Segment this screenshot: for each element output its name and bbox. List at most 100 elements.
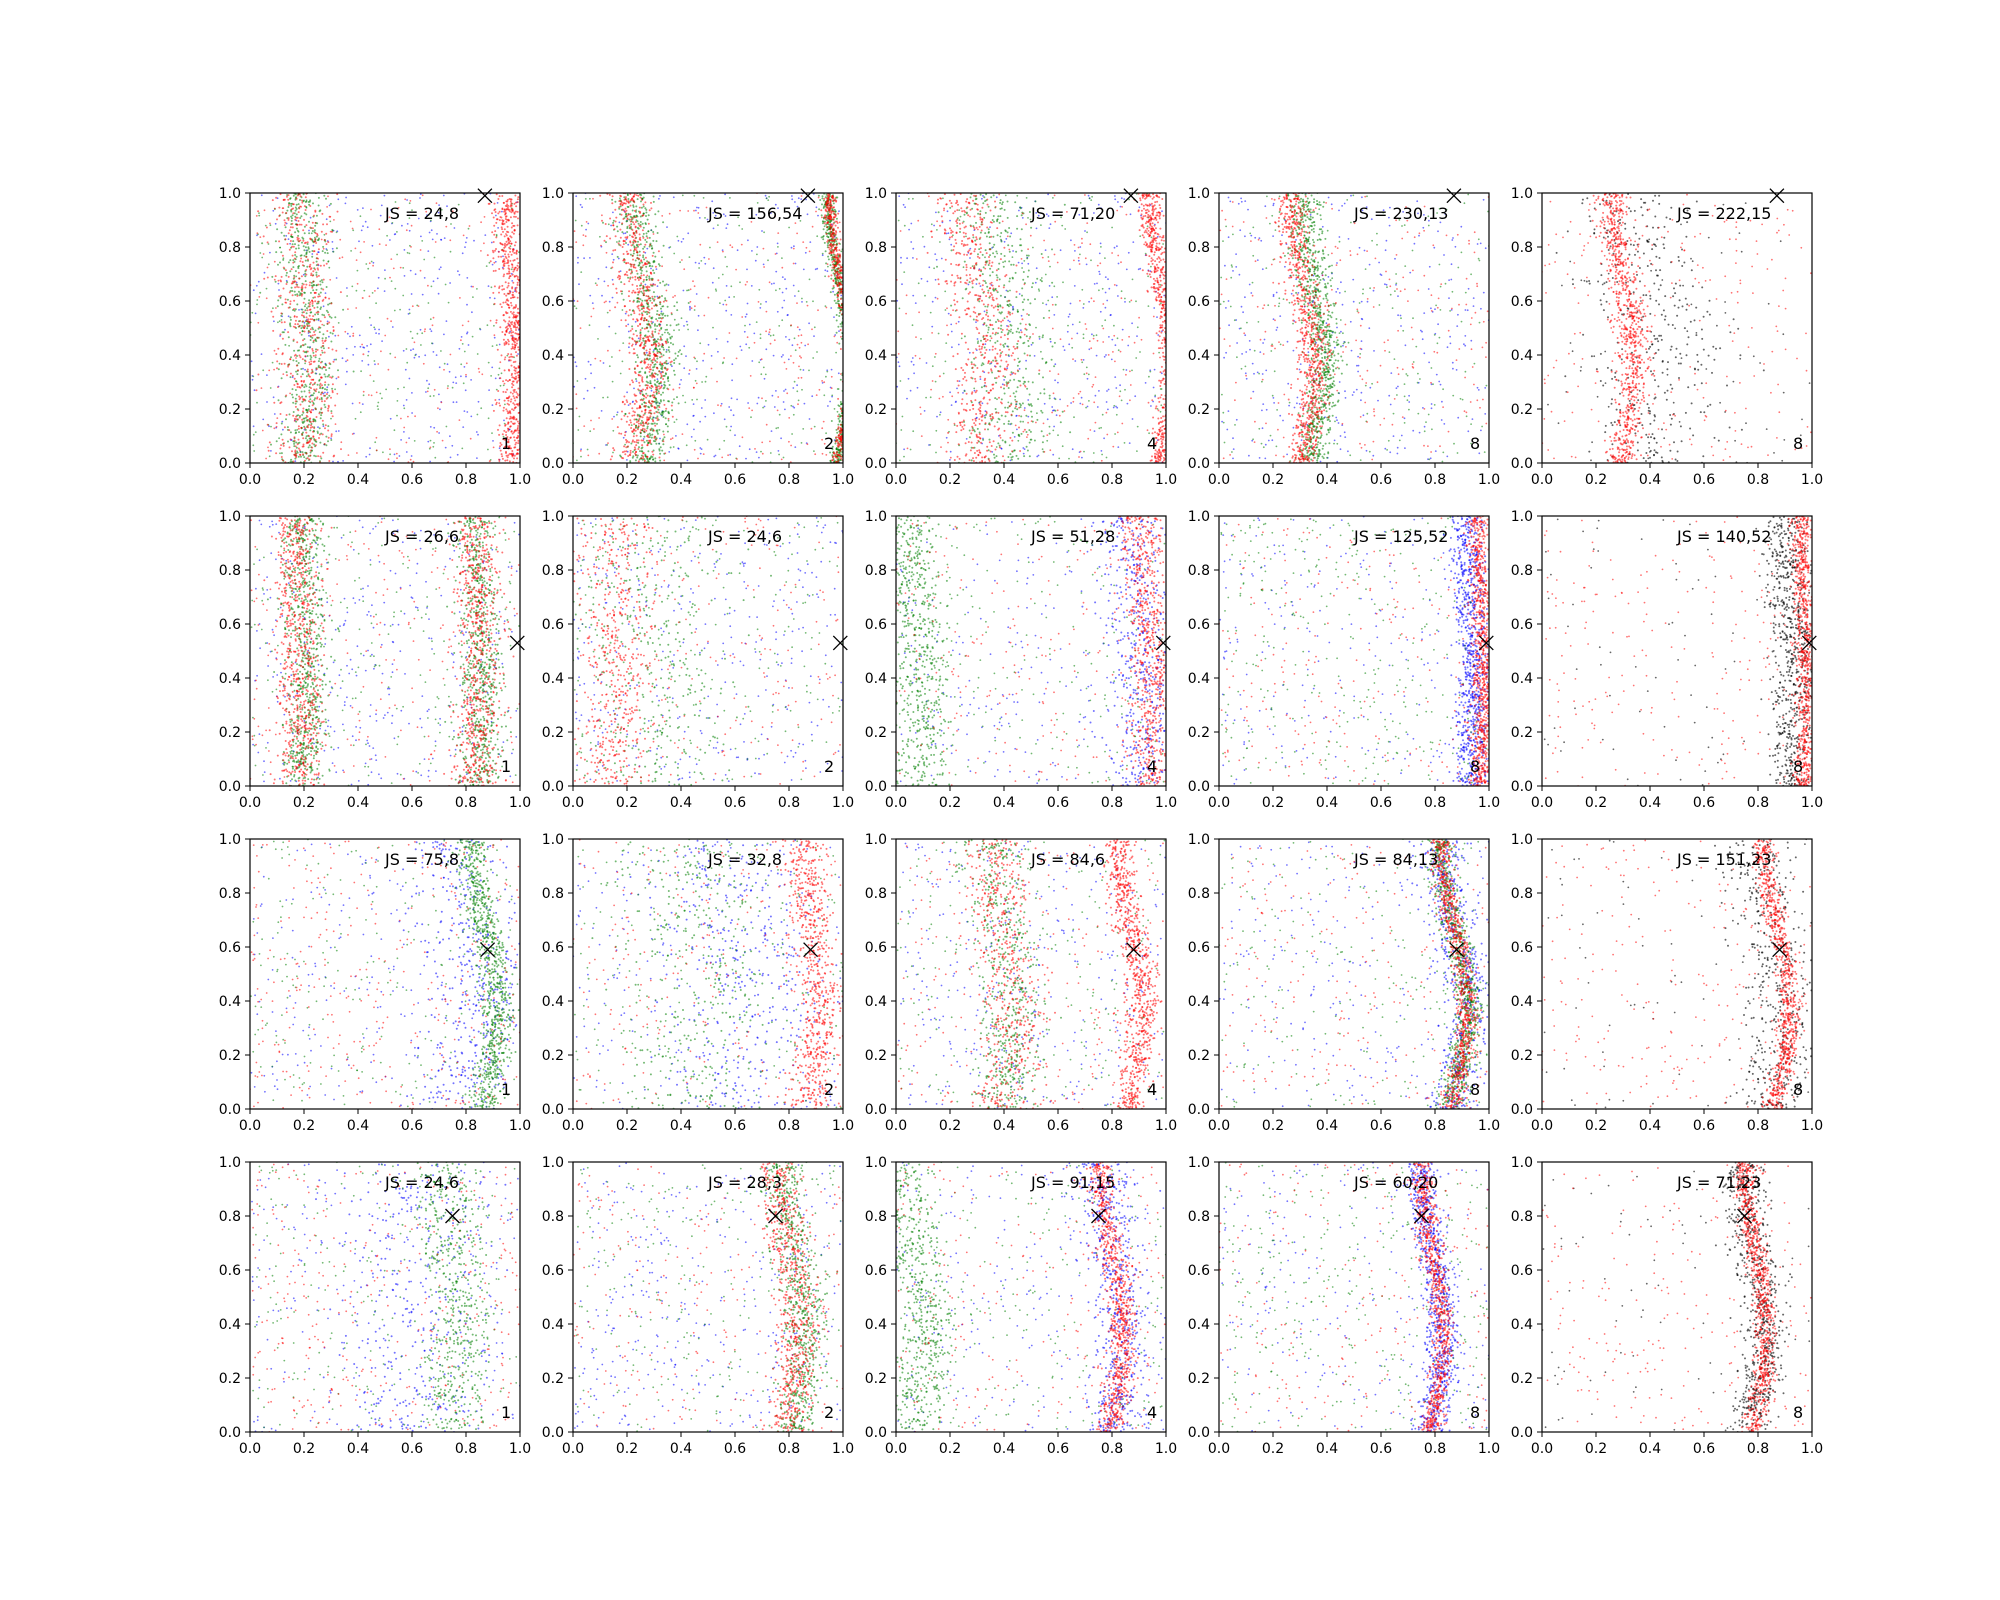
- point: [625, 271, 628, 273]
- point: [306, 265, 309, 268]
- point: [777, 246, 779, 248]
- point: [316, 397, 318, 400]
- point: [314, 313, 317, 316]
- point: [504, 242, 506, 245]
- point: [283, 321, 286, 324]
- point: [738, 224, 741, 227]
- point: [516, 269, 519, 272]
- point: [300, 368, 303, 370]
- point: [693, 448, 696, 451]
- point: [328, 204, 331, 207]
- point: [827, 255, 830, 258]
- point: [663, 381, 666, 384]
- point: [505, 434, 508, 436]
- point: [664, 384, 667, 387]
- point: [292, 359, 295, 362]
- point: [268, 441, 271, 444]
- point: [298, 265, 300, 267]
- point: [431, 238, 434, 241]
- point: [611, 418, 614, 420]
- point: [652, 341, 655, 344]
- point: [283, 426, 286, 429]
- point: [821, 438, 823, 441]
- point: [661, 295, 663, 297]
- point: [310, 281, 313, 284]
- point: [748, 407, 751, 409]
- point: [634, 371, 636, 373]
- point: [288, 446, 291, 449]
- point: [463, 410, 466, 412]
- point: [658, 382, 661, 385]
- point: [312, 315, 315, 318]
- point: [340, 448, 342, 451]
- point: [273, 320, 275, 323]
- point: [664, 417, 667, 420]
- point: [284, 226, 287, 229]
- point: [301, 395, 304, 398]
- point: [292, 245, 295, 248]
- point: [666, 226, 668, 229]
- point: [284, 221, 287, 224]
- point: [649, 326, 652, 329]
- point: [433, 388, 436, 391]
- point: [477, 433, 479, 436]
- point: [669, 446, 672, 449]
- point: [498, 219, 501, 222]
- point: [800, 376, 803, 379]
- point: [628, 336, 631, 339]
- point: [308, 220, 310, 223]
- point: [321, 313, 324, 316]
- point: [513, 439, 516, 442]
- point: [301, 418, 304, 421]
- point: [279, 246, 281, 249]
- point: [639, 236, 642, 239]
- point: [503, 342, 506, 345]
- point: [646, 458, 649, 461]
- point: [302, 350, 305, 353]
- point: [507, 399, 510, 402]
- point: [479, 327, 481, 330]
- point: [324, 427, 326, 430]
- point: [682, 238, 685, 240]
- point: [731, 363, 734, 366]
- point: [705, 375, 708, 378]
- point: [495, 236, 498, 239]
- point: [667, 341, 670, 344]
- point: [328, 321, 331, 324]
- point: [512, 361, 515, 364]
- point: [512, 431, 515, 434]
- point: [804, 251, 807, 254]
- point: [281, 254, 284, 257]
- point: [649, 415, 652, 418]
- point: [672, 296, 674, 298]
- point: [838, 405, 841, 408]
- point: [499, 442, 502, 444]
- point: [615, 287, 618, 290]
- point: [637, 448, 640, 450]
- point: [279, 296, 282, 299]
- point: [591, 302, 594, 304]
- point: [507, 380, 509, 383]
- point: [332, 329, 335, 332]
- point: [650, 207, 653, 210]
- point: [688, 373, 690, 375]
- point: [802, 369, 805, 371]
- point: [298, 449, 301, 452]
- point: [269, 222, 271, 225]
- point: [514, 201, 517, 204]
- point: [506, 456, 509, 459]
- point: [304, 196, 307, 199]
- point: [427, 214, 430, 216]
- point: [313, 398, 316, 401]
- point: [302, 229, 305, 232]
- point: [516, 426, 519, 429]
- point: [294, 405, 297, 408]
- point: [506, 388, 509, 391]
- point: [755, 213, 758, 216]
- point: [510, 331, 513, 334]
- point: [352, 229, 355, 232]
- point: [492, 270, 495, 272]
- point: [830, 307, 833, 309]
- point: [293, 315, 296, 318]
- point: [641, 299, 644, 302]
